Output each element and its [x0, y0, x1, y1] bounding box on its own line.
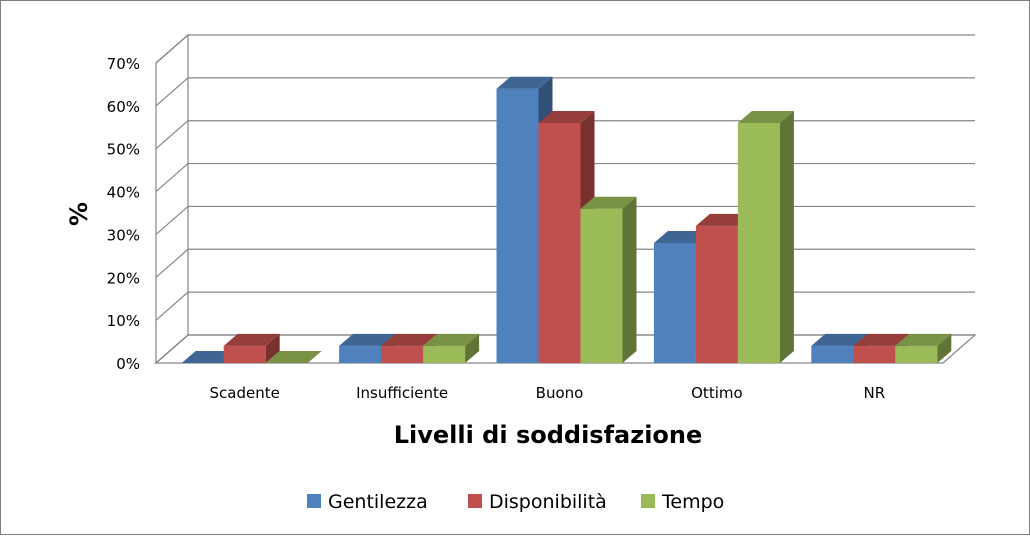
bar-top	[496, 76, 553, 89]
bar-top	[811, 333, 868, 346]
legend-label: Tempo	[661, 491, 724, 513]
bar	[580, 196, 637, 363]
bar-front	[496, 88, 539, 363]
bar-top	[895, 333, 952, 346]
legend-swatch	[307, 494, 321, 508]
y-axis-ticks: 0% 10% 20% 30% 40% 50% 60% 70%	[107, 55, 140, 373]
bar-front	[811, 345, 854, 363]
bar-front	[223, 345, 266, 363]
legend-item: Disponibilità	[468, 491, 607, 513]
bar-top	[381, 333, 438, 346]
x-axis-label: Livelli di soddisfazione	[394, 421, 703, 449]
bar-top	[737, 111, 794, 123]
gridline	[155, 205, 975, 235]
bar	[223, 333, 280, 363]
legend-item: Gentilezza	[307, 491, 428, 513]
gridline	[155, 120, 975, 150]
bar-front	[538, 123, 581, 363]
bar-front	[695, 225, 738, 363]
bar-side	[622, 196, 637, 363]
legend-label: Disponibilità	[489, 491, 607, 513]
bar-side	[265, 333, 280, 363]
gridline	[155, 162, 975, 193]
bar-front	[381, 345, 424, 363]
bar-side	[465, 333, 480, 363]
bar-front	[580, 208, 623, 363]
bar-top	[265, 351, 322, 363]
bar-top	[538, 111, 595, 123]
bar-top	[580, 196, 637, 209]
bar-front	[737, 123, 780, 363]
bars	[181, 76, 952, 363]
bar	[423, 333, 480, 363]
y-tick-label: 10%	[107, 312, 140, 330]
legend: Gentilezza Disponibilità Tempo	[307, 491, 724, 513]
bar-front	[895, 345, 938, 363]
y-tick-label: 30%	[107, 226, 140, 244]
bar-side	[937, 333, 952, 363]
y-tick-label: 0%	[116, 355, 140, 373]
side-wall	[155, 33, 189, 365]
x-category-label: Ottimo	[691, 384, 743, 402]
y-axis-label: %	[65, 202, 93, 226]
bar-top	[223, 333, 280, 346]
bar-front	[653, 243, 696, 363]
y-tick-label: 20%	[107, 269, 140, 287]
bar	[737, 111, 794, 363]
bar	[895, 333, 952, 363]
bar-top	[339, 333, 396, 346]
bar-front	[423, 345, 466, 363]
legend-swatch	[468, 494, 482, 508]
x-axis-categories: Scadente Insufficiente Buono Ottimo NR	[210, 384, 886, 402]
x-category-label: Scadente	[210, 384, 280, 402]
gridline	[155, 34, 975, 64]
bar	[265, 351, 322, 363]
bar-front	[339, 345, 382, 363]
y-tick-label: 50%	[107, 141, 140, 159]
bar-top	[423, 333, 480, 346]
gridlines	[155, 34, 975, 364]
bar-top	[853, 333, 910, 346]
bar-side	[779, 111, 794, 363]
x-category-label: NR	[863, 384, 885, 402]
x-category-label: Buono	[536, 384, 584, 402]
legend-swatch	[641, 494, 655, 508]
x-category-label: Insufficiente	[356, 384, 448, 402]
y-tick-label: 60%	[107, 98, 140, 116]
y-tick-label: 70%	[107, 55, 140, 73]
gridline	[155, 77, 975, 107]
legend-item: Tempo	[641, 491, 724, 513]
legend-label: Gentilezza	[328, 491, 428, 513]
bar-front	[853, 345, 896, 363]
y-tick-label: 40%	[107, 184, 140, 202]
